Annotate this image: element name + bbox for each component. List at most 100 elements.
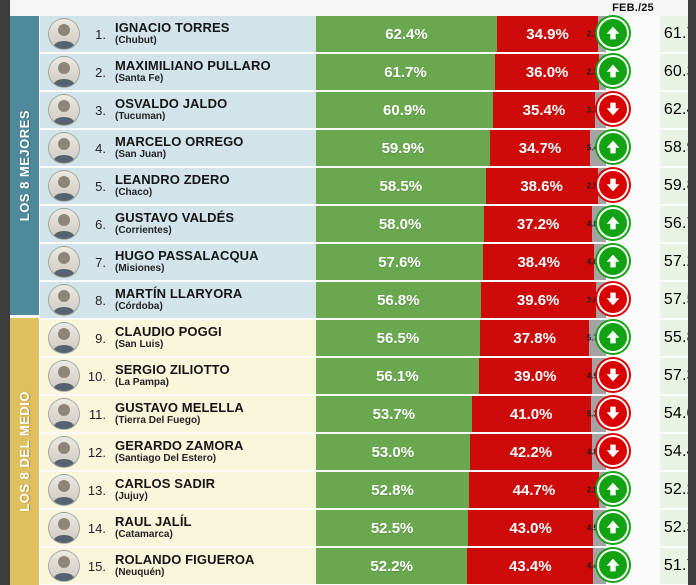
governor-province: (Misiones) (115, 263, 165, 275)
trend-arrow-icon (597, 55, 629, 87)
positive-bar-segment: 59.9% (316, 130, 490, 166)
positive-bar-segment: 53.7% (316, 396, 472, 432)
positive-value-label: 58.0% (378, 215, 422, 233)
trend-arrow-icon (597, 511, 629, 543)
trend-zone (597, 548, 634, 584)
negative-bar-segment: 43.4% (467, 548, 594, 584)
trend-zone (597, 282, 634, 318)
positive-bar-segment: 56.5% (316, 320, 480, 356)
governor-info-cell: 5. LEANDRO ZDERO (Chaco) (40, 168, 316, 204)
governor-row: 3. OSVALDO JALDO (Tucuman) 60.9% 35.4% 3… (40, 92, 696, 128)
rank-number: 9. (95, 330, 106, 346)
negative-bar-segment: 34.9% (496, 16, 599, 52)
approval-stacked-bar: 53.0% 42.2% 4.8% (316, 434, 606, 470)
rank-number: 8. (95, 292, 106, 308)
positive-value-label: 58.5% (379, 177, 423, 195)
governor-name-block: SERGIO ZILIOTTO (La Pampa) (115, 363, 230, 388)
trend-zone (597, 206, 634, 242)
avatar-torso (53, 117, 75, 125)
avatar-photo (48, 398, 80, 430)
nsnc-value-label: 2.9% (586, 181, 605, 191)
positive-value-label: 53.0% (371, 443, 415, 461)
avatar-torso (53, 497, 75, 505)
negative-value-label: 34.7% (518, 139, 562, 157)
governor-info-cell: 8. MARTÍN LLARYORA (Córdoba) (40, 282, 316, 318)
positive-value-label: 60.9% (383, 101, 426, 119)
approval-stacked-bar: 56.5% 37.8% 5.7% (316, 320, 606, 356)
governor-province: (Corrientes) (115, 225, 172, 237)
positive-bar-segment: 56.8% (316, 282, 481, 318)
nsnc-value-label: 4.0% (586, 257, 605, 267)
governor-province: (Neuquén) (115, 567, 165, 579)
governor-name-block: LEANDRO ZDERO (Chaco) (115, 173, 230, 198)
positive-value-label: 62.4% (385, 25, 428, 43)
avatar-photo (48, 56, 80, 88)
governor-info-cell: 12. GERARDO ZAMORA (Santiago Del Estero) (40, 434, 316, 470)
approval-stacked-bar: 52.8% 44.7% 2.5% (316, 472, 606, 508)
negative-bar-segment: 39.0% (478, 358, 592, 394)
nsnc-value-label: 3.6% (586, 295, 605, 305)
avatar-head (58, 100, 70, 112)
governor-province: (Tucuman) (115, 111, 166, 123)
avatar-head (58, 442, 70, 454)
trend-arrow-icon (597, 169, 629, 201)
trend-zone (597, 130, 634, 166)
avatar-head (58, 62, 70, 74)
governor-name-block: GUSTAVO VALDÉS (Corrientes) (115, 211, 234, 236)
sidebar-label-medio: LOS 8 DEL MEDIO (17, 391, 32, 512)
governor-name: MARTÍN LLARYORA (115, 286, 243, 302)
governor-name: CLAUDIO POGGI (115, 324, 222, 340)
approval-stacked-bar: 57.6% 38.4% 4.0% (316, 244, 606, 280)
rank-number: 11. (88, 406, 106, 422)
rank-number: 6. (95, 216, 106, 232)
rank-number: 5. (95, 178, 106, 194)
avatar-torso (53, 41, 75, 49)
avatar-photo (48, 18, 80, 50)
avatar-torso (53, 345, 75, 353)
negative-bar-segment: 42.2% (469, 434, 593, 470)
governor-row: 4. MARCELO ORREGO (San Juan) 59.9% 34.7%… (40, 130, 696, 166)
trend-zone (597, 320, 634, 356)
trend-zone (597, 92, 634, 128)
avatar-head (58, 480, 70, 492)
avatar-head (58, 214, 70, 226)
governor-row: 12. GERARDO ZAMORA (Santiago Del Estero)… (40, 434, 696, 470)
positive-bar-segment: 62.4% (316, 16, 497, 52)
negative-bar-segment: 38.4% (483, 244, 595, 280)
positive-bar-segment: 53.0% (316, 434, 470, 470)
avatar-head (58, 290, 70, 302)
governor-info-cell: 9. CLAUDIO POGGI (San Luis) (40, 320, 316, 356)
avatar-photo (48, 322, 80, 354)
rank-number: 14. (87, 520, 106, 536)
positive-bar-segment: 60.9% (316, 92, 493, 128)
positive-value-label: 53.7% (372, 405, 416, 423)
approval-stacked-bar: 53.7% 41.0% 5.3% (316, 396, 606, 432)
trend-zone (597, 510, 634, 546)
governor-name: MARCELO ORREGO (115, 134, 244, 150)
avatar-torso (53, 269, 75, 277)
avatar-head (58, 366, 70, 378)
governor-row: 6. GUSTAVO VALDÉS (Corrientes) 58.0% 37.… (40, 206, 696, 242)
positive-bar-segment: 58.0% (316, 206, 485, 242)
positive-bar-segment: 52.8% (316, 472, 470, 508)
rank-number: 4. (95, 140, 106, 156)
governor-name-block: CLAUDIO POGGI (San Luis) (115, 325, 222, 350)
governor-info-cell: 15. ROLANDO FIGUEROA (Neuquén) (40, 548, 316, 584)
avatar-head (58, 252, 70, 264)
negative-value-label: 38.6% (520, 177, 563, 195)
trend-zone (597, 168, 634, 204)
trend-arrow-icon (597, 207, 629, 239)
nsnc-value-label: 5.4% (586, 143, 605, 153)
positive-value-label: 56.5% (376, 329, 420, 347)
avatar-head (58, 404, 70, 416)
rank-number: 12. (87, 444, 106, 460)
approval-stacked-bar: 62.4% 34.9% 2.7% (316, 16, 606, 52)
negative-value-label: 42.2% (509, 443, 553, 461)
governor-info-cell: 7. HUGO PASSALACQUA (Misiones) (40, 244, 316, 280)
negative-bar-segment: 43.0% (468, 510, 593, 546)
governor-province: (Catamarca) (115, 529, 173, 541)
positive-bar-segment: 52.5% (316, 510, 469, 546)
nsnc-value-label: 5.7% (586, 333, 605, 343)
governor-name-block: GUSTAVO MELELLA (Tierra Del Fuego) (115, 401, 244, 426)
